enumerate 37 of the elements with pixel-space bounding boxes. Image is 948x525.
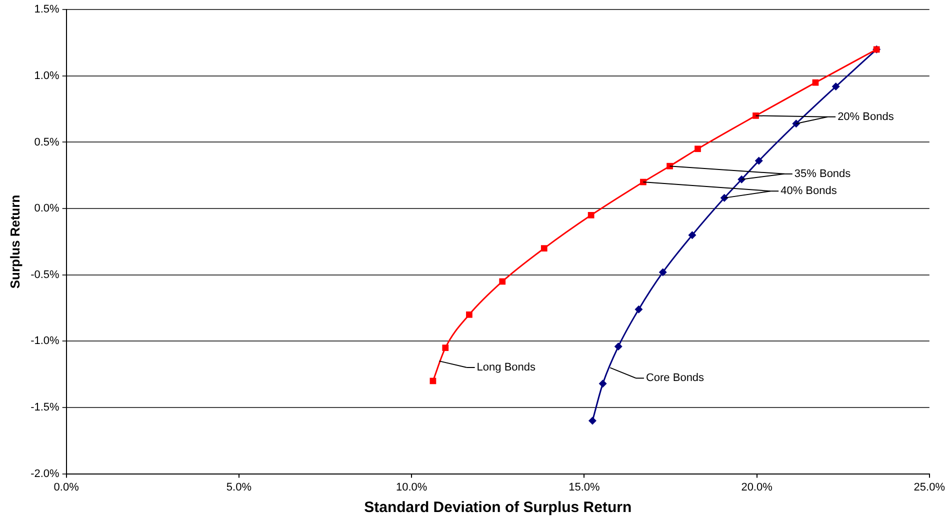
annotation: 35% Bonds <box>794 168 852 180</box>
point <box>588 212 594 218</box>
y-tick-label: 0.5% <box>34 136 60 148</box>
point <box>658 268 667 276</box>
annotation: Core Bonds <box>646 372 705 384</box>
y-tick-label: -1.5% <box>30 402 60 414</box>
y-tick-label: -0.5% <box>30 268 60 281</box>
point <box>688 231 696 240</box>
point <box>832 82 840 91</box>
x-tick-label: 0.0% <box>54 481 80 494</box>
x-tick-label: 15.0% <box>568 481 600 494</box>
point <box>634 305 643 314</box>
point <box>598 380 607 388</box>
x-axis-title: Standard Deviation of Surplus Return <box>364 499 632 516</box>
point <box>614 342 622 350</box>
y-tick-label: -2.0% <box>30 468 60 480</box>
point <box>540 245 548 252</box>
point <box>694 146 701 152</box>
x-tick-label: 20.0% <box>741 481 773 494</box>
point <box>666 162 673 170</box>
y-tick-label: 1.5% <box>34 4 60 16</box>
point <box>442 344 449 351</box>
annotation: 40% Bonds <box>780 185 838 198</box>
y-tick-label: 0.0% <box>34 202 60 215</box>
point <box>499 278 506 285</box>
annotation: Long Bonds <box>476 362 536 374</box>
x-tick-label: 10.0% <box>396 481 428 494</box>
point <box>466 311 472 318</box>
y-tick-label: -1.0% <box>30 335 60 348</box>
point <box>752 112 759 119</box>
annotation: 20% Bonds <box>838 110 894 123</box>
x-tick-label: 25.0% <box>914 481 946 494</box>
y-axis-title: Surplus Return <box>7 194 22 289</box>
point <box>588 416 596 425</box>
y-tick-label: 1.0% <box>34 70 60 82</box>
point <box>754 156 763 165</box>
x-tick-label: 5.0% <box>226 481 252 494</box>
